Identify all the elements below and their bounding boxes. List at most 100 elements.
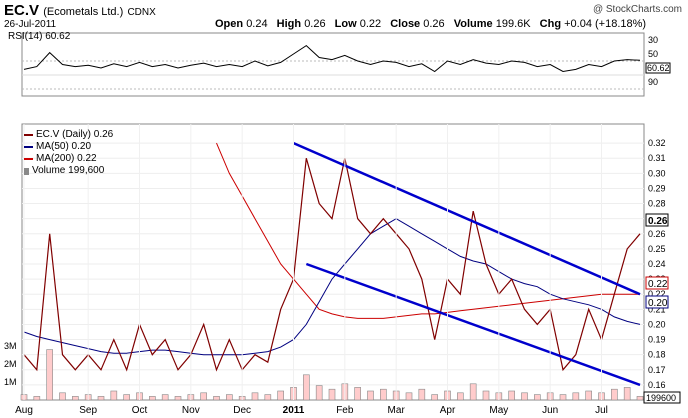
volume-bar xyxy=(572,392,580,401)
close-badge: 0.26 xyxy=(645,213,669,227)
legend-price-swatch xyxy=(24,134,33,136)
volume-bar xyxy=(508,390,515,401)
chart-title: EC.V (Ecometals Ltd.) CDNX xyxy=(4,2,156,19)
price-tick-label: 0.31 xyxy=(648,153,666,163)
ticker-symbol: EC.V xyxy=(4,2,40,19)
x-tick-label: Nov xyxy=(182,405,200,416)
legend-ma200-label: MA(200) 0.22 xyxy=(36,153,97,164)
ma200-series-line xyxy=(216,142,640,319)
rsi-tick-label: 90 xyxy=(648,77,658,87)
volume-bar xyxy=(277,390,284,401)
volume-bar xyxy=(418,388,426,401)
volume-tick-label: 3M xyxy=(4,341,17,351)
volume-bar xyxy=(585,390,592,401)
volume-bar xyxy=(59,392,66,401)
x-tick-label: Jun xyxy=(542,405,558,416)
legend-price-label: EC.V (Daily) 0.26 xyxy=(36,129,114,140)
rsi-badge-box xyxy=(645,62,671,74)
volume-bar xyxy=(46,349,53,401)
price-tick-label: 0.28 xyxy=(648,199,666,209)
x-tick-label: Apr xyxy=(440,405,456,416)
volume-bar xyxy=(636,396,644,401)
volume-value: 199.6K xyxy=(495,18,531,30)
volume-bar xyxy=(559,394,567,401)
rsi-tick-label: 30 xyxy=(648,35,658,45)
rsi-badge-text: 60.62 xyxy=(647,63,670,73)
chg-value: +0.04 (+18.18%) xyxy=(564,18,647,30)
volume-bar xyxy=(611,388,618,401)
price-tick-label: 0.29 xyxy=(648,183,666,193)
volume-bar xyxy=(354,387,361,401)
price-tick-label: 0.25 xyxy=(648,244,666,254)
legend-ma50: MA(50) 0.20 xyxy=(24,141,113,153)
volume-bar xyxy=(328,388,336,401)
volume-badge-box xyxy=(643,391,681,404)
rsi-panel xyxy=(21,32,645,97)
price-tick-label: 0.21 xyxy=(648,304,666,314)
ma50-series-line xyxy=(23,218,641,356)
price-tick-label: 0.30 xyxy=(648,168,666,178)
ma200-badge-box xyxy=(645,276,669,290)
ma200-badge: 0.22 xyxy=(645,276,669,290)
ma50-badge-text: 0.20 xyxy=(648,298,668,309)
volume-bar xyxy=(380,388,387,401)
price-tick-label: 0.24 xyxy=(648,259,666,269)
legend-ma200: MA(200) 0.22 xyxy=(24,153,113,165)
x-tick-label: 2011 xyxy=(283,405,305,416)
ohlc-summary: Open 0.24 High 0.26 Low 0.22 Close 0.26 … xyxy=(215,18,652,30)
volume-bar xyxy=(431,394,438,401)
close-label: Close xyxy=(390,18,421,30)
volume-bar xyxy=(226,394,233,401)
volume-label: Volume xyxy=(453,18,493,30)
volume-badge-text: 199600 xyxy=(646,393,676,403)
volume-bar xyxy=(161,394,169,401)
channel-lower-trendline xyxy=(305,262,641,387)
channel-upper-trendline xyxy=(293,141,641,296)
volume-bar xyxy=(72,396,79,401)
x-tick-label: Jul xyxy=(595,405,608,416)
volume-bar xyxy=(33,396,41,401)
legend-volume-swatch xyxy=(24,167,29,175)
x-tick-label: Oct xyxy=(132,405,148,416)
price-tick-label: 0.20 xyxy=(648,319,666,329)
rsi-label: RSI(14) 60.62 xyxy=(8,31,71,42)
low-label: Low xyxy=(334,18,357,30)
legend-volume-label: Volume 199,600 xyxy=(32,165,105,176)
close-value: 0.26 xyxy=(423,18,445,30)
legend: EC.V (Daily) 0.26 MA(50) 0.20 MA(200) 0.… xyxy=(24,129,113,177)
open-label: Open xyxy=(215,18,244,30)
price-tick-label: 0.32 xyxy=(648,138,666,148)
x-tick-label: May xyxy=(489,405,508,416)
volume-tick-label: 1M xyxy=(4,377,17,387)
volume-bar xyxy=(303,374,310,401)
close-badge-box xyxy=(645,213,669,227)
open-value: 0.24 xyxy=(246,18,268,30)
price-series-line xyxy=(23,158,641,372)
volume-bar xyxy=(123,394,130,401)
chg-label: Chg xyxy=(539,18,562,30)
legend-price: EC.V (Daily) 0.26 xyxy=(24,129,113,141)
x-tick-label: Dec xyxy=(233,405,251,416)
price-tick-label: 0.18 xyxy=(648,350,666,360)
volume-bar xyxy=(457,392,464,401)
high-value: 0.26 xyxy=(304,18,326,30)
company-name: (Ecometals Ltd.) xyxy=(43,6,124,18)
ma200-badge-text: 0.22 xyxy=(648,279,668,290)
low-value: 0.22 xyxy=(359,18,382,30)
x-tick-label: Aug xyxy=(15,405,33,416)
price-panel xyxy=(21,123,645,401)
high-label: High xyxy=(276,18,302,30)
legend-ma50-label: MA(50) 0.20 xyxy=(36,141,92,152)
price-tick-label: 0.16 xyxy=(648,380,666,390)
volume-bar xyxy=(251,392,259,401)
volume-bar xyxy=(367,390,374,401)
volume-bar xyxy=(200,392,207,401)
volume-bar xyxy=(405,392,413,401)
price-tick-label: 0.22 xyxy=(648,289,666,299)
exchange: CDNX xyxy=(127,7,156,18)
x-tick-label: Feb xyxy=(336,405,354,416)
ma50-badge: 0.20 xyxy=(645,295,669,309)
legend-volume: Volume 199,600 xyxy=(24,165,113,177)
volume-badge: 199600 xyxy=(643,391,681,404)
